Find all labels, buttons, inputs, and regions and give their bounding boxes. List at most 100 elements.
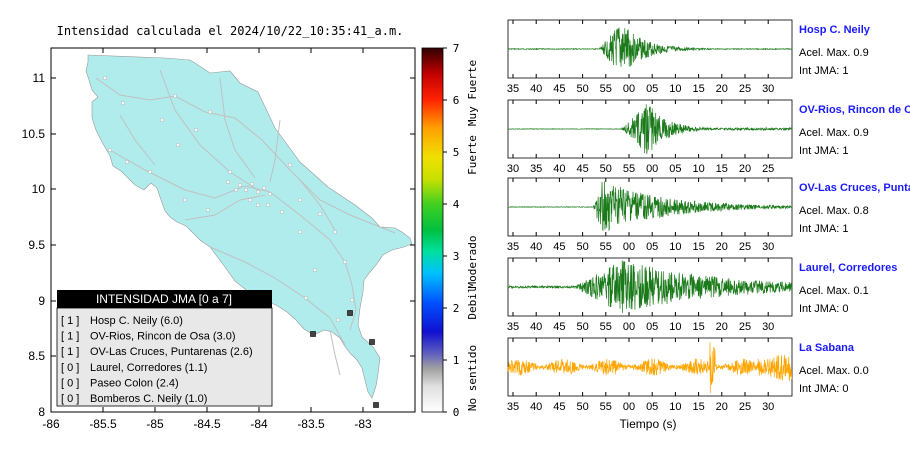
- waveform-tick-label: 10: [669, 83, 681, 95]
- waveform-tick-label: 50: [576, 241, 588, 253]
- waveform-tick-label: 25: [762, 163, 774, 175]
- waveform-tick-label: 20: [716, 321, 728, 333]
- map-x-tick-label: -83: [354, 417, 372, 431]
- station-name[interactable]: Laurel, Corredores: [799, 262, 897, 274]
- waveform-tick-label: 10: [669, 321, 681, 333]
- waveform-tick-label: 45: [553, 321, 565, 333]
- station-marker[interactable]: [373, 402, 379, 408]
- waveform-tick-label: 10: [669, 401, 681, 413]
- int-jma: Int JMA: 0: [799, 383, 849, 395]
- legend-entry-level: [ 1 ]: [61, 331, 79, 343]
- waveform-tick-label: 40: [553, 163, 565, 175]
- int-jma: Int JMA: 1: [799, 65, 849, 77]
- waveform-tick-label: 25: [739, 401, 751, 413]
- waveform-tick-label: 45: [576, 163, 588, 175]
- legend-entry-level: [ 0 ]: [61, 362, 79, 374]
- waveform-tick-label: 25: [739, 83, 751, 95]
- map-y-tick-label: 9.5: [28, 238, 45, 252]
- waveform-tick-label: 30: [507, 163, 519, 175]
- colorbar-label-moderado: Moderado: [466, 236, 479, 289]
- waveform-tick-label: 35: [507, 241, 519, 253]
- accel-max: Acel. Max. 0.0: [799, 365, 869, 377]
- waveform-trace: [507, 342, 793, 394]
- waveform-tick-label: 55: [600, 241, 612, 253]
- waveform-tick-label: 25: [739, 241, 751, 253]
- legend-entry-level: [ 0 ]: [61, 377, 79, 389]
- colorbar-tick-label: 0: [453, 406, 460, 419]
- waveform-tick-label: 30: [762, 83, 774, 95]
- waveform-panel[interactable]: 35 40 45 50 55 00 05 10 15 20 25 30 Laurel, Corredor…: [507, 257, 898, 333]
- legend-entry-level: [ 1 ]: [61, 346, 79, 358]
- legend-title: INTENSIDAD JMA [0 a 7]: [96, 292, 232, 306]
- waveform-tick-label: 45: [553, 241, 565, 253]
- waveform-tick-label: 35: [530, 163, 542, 175]
- map-x-tick-label: -84: [250, 417, 268, 431]
- station-marker[interactable]: [310, 331, 316, 337]
- waveform-tick-label: 50: [576, 321, 588, 333]
- waveform-tick-label: 00: [646, 163, 658, 175]
- colorbar-tick-label: 6: [453, 94, 460, 107]
- waveform-tick-label: 05: [646, 241, 658, 253]
- map-x-tick-label: -84.5: [193, 417, 221, 431]
- waveform-tick-label: 45: [553, 83, 565, 95]
- waveform-trace: [507, 27, 793, 67]
- legend-entry-level: [ 1 ]: [61, 315, 79, 327]
- station-marker[interactable]: [347, 310, 353, 316]
- waveform-tick-label: 35: [507, 401, 519, 413]
- waveform-trace: [507, 104, 793, 155]
- waveform-tick-label: 20: [739, 163, 751, 175]
- waveform-tick-label: 40: [530, 401, 542, 413]
- accel-max: Acel. Max. 0.9: [799, 47, 869, 59]
- map-y-tick-label: 8.5: [28, 349, 45, 363]
- map-legend: INTENSIDAD JMA [0 a 7] [ 1 ] Hosp C. Neil…: [56, 290, 273, 407]
- colorbar-label-debil: Debil: [466, 286, 479, 319]
- waveform-panel[interactable]: 35 40 45 50 55 00 05 10 15 20 25 30 La Sabana Acel. M…: [507, 337, 869, 413]
- map-x-tick-label: -85: [146, 417, 164, 431]
- waveform-tick-label: 40: [530, 321, 542, 333]
- waveform-tick-label: 00: [623, 83, 635, 95]
- waveform-tick-label: 50: [600, 163, 612, 175]
- waveform-tick-label: 05: [646, 321, 658, 333]
- waveform-tick-label: 00: [623, 321, 635, 333]
- station-name[interactable]: OV-Rios, Rincon de Osa: [799, 104, 910, 116]
- waveform-tick-label: 55: [600, 321, 612, 333]
- accel-max: Acel. Max. 0.9: [799, 127, 869, 139]
- waveform-panel[interactable]: 35 40 45 50 55 00 05 10 15 20 25 30 Hosp C. Neily Ace…: [507, 19, 871, 95]
- colorbar-gradient: [421, 47, 444, 413]
- station-name[interactable]: OV-Las Cruces, Puntar: [799, 182, 910, 194]
- waveform-tick-label: 05: [669, 163, 681, 175]
- legend-entry-name: OV-Rios, Rincon de Osa (3.0): [90, 331, 236, 343]
- waveform-tick-label: 20: [716, 83, 728, 95]
- map-y-tick-label: 11: [33, 71, 46, 85]
- waveform-tick-label: 35: [507, 83, 519, 95]
- station-name[interactable]: La Sabana: [799, 342, 855, 354]
- map-axes: -86 -85.5 -85 -84.5 -84 -83.5 -83 11 10.5 10 9.5 9 8…: [22, 48, 415, 431]
- map-y-tick-label: 9: [38, 294, 45, 308]
- map-title: Intensidad calculada el 2024/10/22_10:35…: [57, 24, 404, 38]
- station-name[interactable]: Hosp C. Neily: [799, 24, 871, 36]
- map-y-tick-label: 10.5: [22, 127, 46, 141]
- int-jma: Int JMA: 1: [799, 223, 849, 235]
- waveform-trace: [507, 181, 793, 232]
- int-jma: Int JMA: 0: [799, 303, 849, 315]
- waveform-tick-label: 45: [553, 401, 565, 413]
- int-jma: Int JMA: 1: [799, 145, 849, 157]
- legend-entry-level: [ 0 ]: [61, 393, 79, 405]
- waveform-tick-label: 00: [623, 241, 635, 253]
- legend-body: [56, 307, 273, 407]
- station-marker[interactable]: [369, 339, 375, 345]
- colorbar-label-fuerte: Fuerte: [466, 135, 479, 175]
- waveform-panel[interactable]: 35 40 45 50 55 00 05 10 15 20 25 30 OV-Las Cruces, P…: [507, 177, 910, 253]
- intensity-colorbar: 7 6 5 4 3 2 1 0 Muy Fuerte Fuerte Moderado Debi…: [421, 42, 479, 419]
- waveform-xlabel: Tiempo (s): [620, 417, 677, 431]
- waveform-panel[interactable]: 30 35 40 45 50 55 00 05 10 15 20 25 OV-Rios, Rincon …: [507, 99, 910, 175]
- colorbar-tick-label: 1: [453, 354, 460, 367]
- waveform-trace: [507, 260, 793, 313]
- waveform-tick-label: 25: [739, 321, 751, 333]
- colorbar-tick-label: 2: [453, 302, 460, 315]
- waveform-tick-label: 55: [623, 163, 635, 175]
- map-x-tick-label: -83.5: [297, 417, 325, 431]
- waveform-tick-label: 55: [600, 83, 612, 95]
- map-x-tick-label: -85.5: [89, 417, 117, 431]
